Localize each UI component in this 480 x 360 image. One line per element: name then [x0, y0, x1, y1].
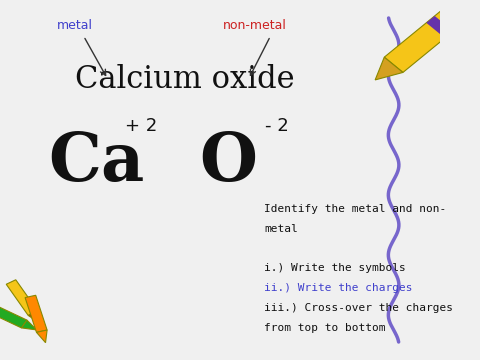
Text: metal: metal	[57, 19, 93, 32]
Polygon shape	[28, 311, 40, 324]
Polygon shape	[36, 330, 47, 343]
Text: ii.) Write the charges: ii.) Write the charges	[264, 283, 412, 293]
Text: - 2: - 2	[265, 117, 289, 135]
Polygon shape	[25, 295, 47, 332]
Text: i.) Write the symbols: i.) Write the symbols	[264, 263, 406, 273]
Polygon shape	[384, 12, 459, 72]
Polygon shape	[0, 302, 27, 328]
Polygon shape	[22, 320, 37, 330]
Polygon shape	[375, 57, 403, 80]
Text: metal: metal	[264, 224, 298, 234]
Polygon shape	[426, 16, 453, 38]
Text: non-metal: non-metal	[223, 19, 287, 32]
Polygon shape	[6, 280, 38, 315]
Text: Calcium oxide: Calcium oxide	[75, 64, 295, 95]
Text: Identify the metal and non-: Identify the metal and non-	[264, 204, 446, 214]
Text: from top to bottom: from top to bottom	[264, 323, 385, 333]
Text: Ca: Ca	[48, 130, 145, 194]
Text: O: O	[200, 130, 258, 194]
Text: + 2: + 2	[125, 117, 157, 135]
Text: iii.) Cross-over the charges: iii.) Cross-over the charges	[264, 303, 453, 313]
